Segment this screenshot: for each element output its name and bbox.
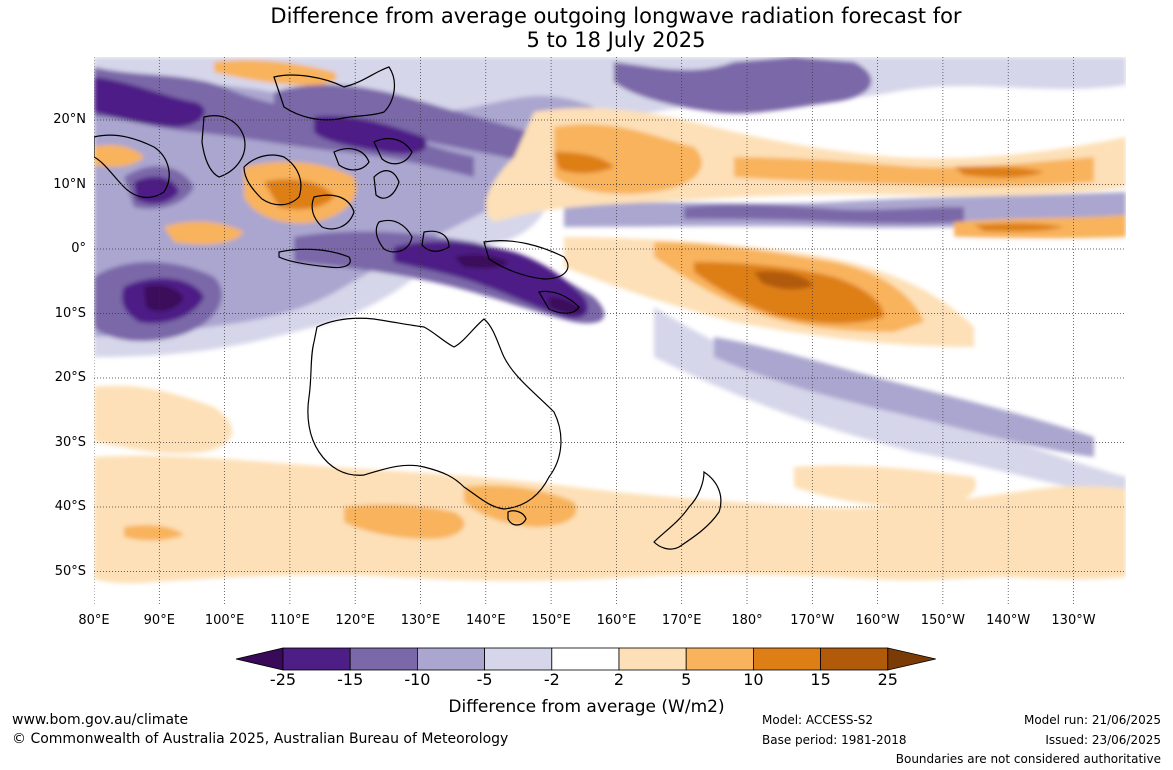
title-line-2: 5 to 18 July 2025 <box>526 28 706 52</box>
boundaries-disclaimer: Boundaries are not considered authoritat… <box>895 752 1161 766</box>
colorbar-segment <box>685 647 754 671</box>
colorbar-tick-label: 10 <box>743 670 764 689</box>
colorbar-extend-low <box>235 647 284 671</box>
anomaly-field <box>94 57 1126 584</box>
colorbar-segment <box>820 647 889 671</box>
colorbar-tick-label: -15 <box>337 670 364 689</box>
map-gridlines <box>94 57 1126 605</box>
longitude-label: 110°E <box>270 613 310 628</box>
longitude-label: 160°W <box>855 613 900 628</box>
base-period: Base period: 1981-2018 <box>762 733 907 747</box>
latitude-label: 20°N <box>53 112 86 127</box>
longitude-label: 130°W <box>1051 613 1096 628</box>
copyright-text: © Commonwealth of Australia 2025, Austra… <box>12 731 509 747</box>
longitude-label: 90°E <box>143 613 175 628</box>
latitude-label: 0° <box>71 241 86 256</box>
website-url[interactable]: www.bom.gov.au/climate <box>12 712 189 728</box>
latitude-label: 50°S <box>54 563 86 579</box>
longitude-label: 170°W <box>790 613 835 628</box>
longitude-label: 120°E <box>335 613 375 628</box>
colorbar-segment <box>349 647 418 671</box>
colorbar-tick-label: 5 <box>681 670 692 689</box>
title-line-1: Difference from average outgoing longwav… <box>270 4 962 28</box>
longitude-label: 130°E <box>400 613 441 628</box>
colorbar-segment <box>416 647 485 671</box>
latitude-label: 20°S <box>54 370 86 385</box>
latitude-label: 40°S <box>54 499 86 514</box>
colorbar-tick-label: -2 <box>543 670 560 689</box>
longitude-label: 150°W <box>920 613 965 628</box>
latitude-label: 10°N <box>53 176 86 192</box>
longitude-label: 150°E <box>531 613 571 628</box>
model-name: Model: ACCESS-S2 <box>762 713 874 727</box>
longitude-label: 80°E <box>78 613 110 628</box>
colorbar-segment <box>282 647 351 671</box>
coastlines <box>94 66 722 550</box>
longitude-label: 100°E <box>204 613 245 628</box>
latitude-label: 10°S <box>54 305 86 321</box>
colorbar-tick-label: 2 <box>613 670 625 689</box>
colorbar-tick-label: -25 <box>269 670 297 689</box>
longitude-label: 160°E <box>596 613 637 628</box>
colorbar-tick-label: -5 <box>476 670 493 689</box>
issued-date: Issued: 23/06/2025 <box>1045 733 1161 747</box>
colorbar-segment <box>551 647 620 671</box>
colorbar-segment <box>484 647 553 671</box>
colorbar <box>235 647 940 671</box>
colorbar-extend-high <box>887 647 936 671</box>
latitude-label: 30°S <box>54 434 86 450</box>
longitude-label: 140°E <box>466 613 506 628</box>
longitude-label: 180° <box>731 613 763 628</box>
colorbar-tick-label: 15 <box>810 670 831 689</box>
olr-anomaly-map <box>94 57 1126 605</box>
longitude-label: 170°E <box>661 613 702 628</box>
colorbar-segment <box>753 647 822 671</box>
longitude-label: 140°W <box>986 613 1031 628</box>
colorbar-tick-label: -10 <box>404 670 431 689</box>
colorbar-tick-label: 25 <box>877 670 898 689</box>
colorbar-segment <box>618 647 687 671</box>
colorbar-label: Difference from average (W/m2) <box>448 697 725 717</box>
model-run-date: Model run: 21/06/2025 <box>1023 713 1161 727</box>
chart-title: Difference from average outgoing longwav… <box>0 4 1173 52</box>
